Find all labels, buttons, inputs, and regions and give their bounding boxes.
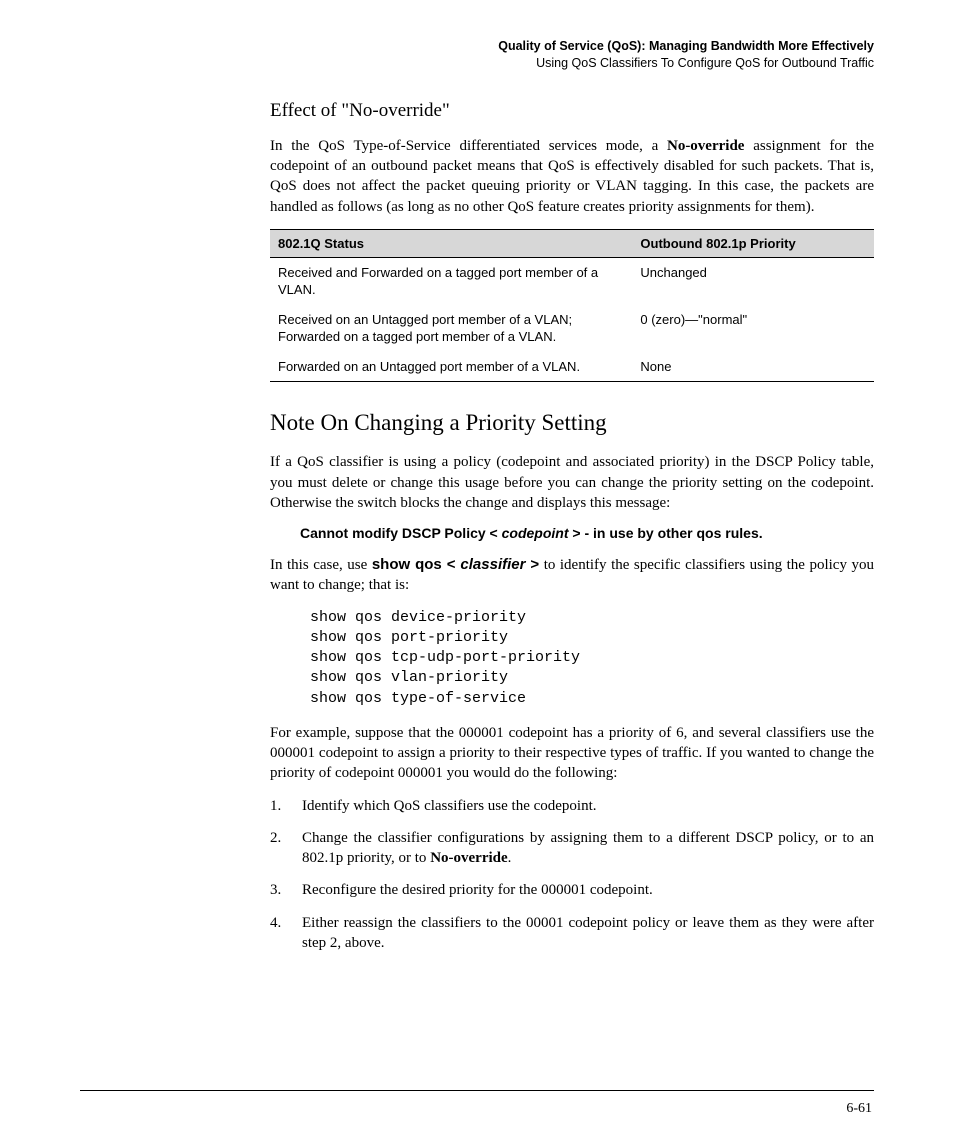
table-header-status: 802.1Q Status (270, 229, 632, 257)
table-row: Received on an Untagged port member of a… (270, 305, 874, 352)
cell-status: Received on an Untagged port member of a… (270, 305, 632, 352)
paragraph-effect: In the QoS Type-of-Service differentiate… (270, 136, 874, 217)
header-title: Quality of Service (QoS): Managing Bandw… (270, 38, 874, 55)
section-heading-note: Note On Changing a Priority Setting (270, 410, 874, 436)
cell-status: Forwarded on an Untagged port member of … (270, 352, 632, 382)
priority-table: 802.1Q Status Outbound 802.1p Priority R… (270, 229, 874, 383)
page-number: 6-61 (846, 1101, 872, 1117)
table-header-row: 802.1Q Status Outbound 802.1p Priority (270, 229, 874, 257)
text-italic: codepoint (502, 525, 569, 541)
table-row: Forwarded on an Untagged port member of … (270, 352, 874, 382)
steps-list: Identify which QoS classifiers use the c… (270, 796, 874, 954)
paragraph-note-1: If a QoS classifier is using a policy (c… (270, 452, 874, 513)
list-item: Identify which QoS classifiers use the c… (270, 796, 874, 816)
table-header-priority: Outbound 802.1p Priority (632, 229, 874, 257)
footer-rule (80, 1090, 874, 1091)
code-block: show qos device-priority show qos port-p… (310, 608, 874, 709)
error-message: Cannot modify DSCP Policy < codepoint > … (300, 525, 874, 541)
cell-priority: 0 (zero)—"normal" (632, 305, 874, 352)
section-heading-effect: Effect of "No-override" (270, 100, 874, 122)
table-row: Received and Forwarded on a tagged port … (270, 257, 874, 305)
text: . (508, 850, 512, 866)
text: Cannot modify DSCP Policy < (300, 525, 502, 541)
text: Identify which QoS classifiers use the c… (302, 798, 597, 814)
cell-priority: None (632, 352, 874, 382)
text-bold-italic: classifier (460, 556, 525, 573)
text-bold: show qos < (372, 556, 461, 573)
text: In the QoS Type-of-Service differentiate… (270, 138, 667, 154)
page-header: Quality of Service (QoS): Managing Bandw… (270, 38, 874, 72)
document-page: Quality of Service (QoS): Managing Bandw… (0, 0, 954, 1145)
text-bold: No-override (430, 850, 507, 866)
text: Either reassign the classifiers to the 0… (302, 915, 874, 951)
cell-priority: Unchanged (632, 257, 874, 305)
paragraph-note-2: In this case, use show qos < classifier … (270, 555, 874, 596)
list-item: Change the classifier configurations by … (270, 828, 874, 869)
cell-status: Received and Forwarded on a tagged port … (270, 257, 632, 305)
list-item: Reconfigure the desired priority for the… (270, 880, 874, 900)
list-item: Either reassign the classifiers to the 0… (270, 913, 874, 954)
text: Reconfigure the desired priority for the… (302, 882, 653, 898)
text-bold: No-override (667, 138, 744, 154)
text: Change the classifier configurations by … (302, 830, 874, 866)
text: > - in use by other qos rules. (569, 525, 763, 541)
header-subtitle: Using QoS Classifiers To Configure QoS f… (270, 55, 874, 72)
text: In this case, use (270, 557, 372, 573)
paragraph-note-3: For example, suppose that the 000001 cod… (270, 723, 874, 784)
text-bold: > (525, 556, 539, 573)
